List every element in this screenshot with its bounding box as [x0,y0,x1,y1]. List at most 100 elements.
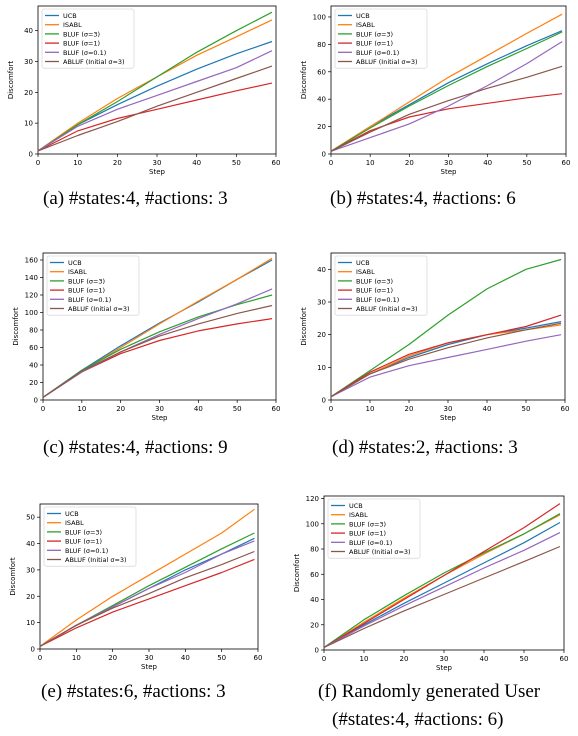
x-tick-label: 0 [36,159,40,167]
legend-label: ISABL [65,519,84,527]
y-tick-label: 60 [310,571,319,579]
legend-label: BLUF (σ=3) [65,528,102,536]
series-line-3 [330,31,563,152]
x-axis-label: Step [152,414,168,422]
chart-panel-4: 0 10 20 30 40 50 60 0 10 20 30 40 Step Discomfort UCBI… [300,252,570,422]
x-tick-label: 60 [254,654,263,662]
x-tick-label: 0 [38,654,42,662]
y-tick-label: 60 [317,68,326,76]
y-axis-label: Discomfort [7,61,15,100]
legend-box [41,8,135,69]
y-tick-label: 0 [322,151,326,159]
series-line-5 [42,288,273,398]
y-tick-label: 20 [29,379,38,387]
legend-label: ISABL [356,21,375,29]
x-tick-label: 60 [561,405,570,413]
y-tick-label: 20 [310,621,319,629]
series-line-5 [323,532,561,649]
y-tick-label: 40 [29,362,38,370]
x-tick-label: 40 [192,159,201,167]
x-tick-label: 10 [73,159,82,167]
legend-label: BLUF (σ=0.1) [68,296,111,304]
series-line-5 [330,334,562,398]
legend-label: UCB [356,12,370,20]
series-line-4 [37,82,273,152]
legend-label: BLUF (σ=1) [356,287,393,295]
legend-label: BLUF (σ=1) [68,287,105,295]
legend-label: BLUF (σ=1) [349,530,386,538]
y-axis-label: Discomfort [9,557,17,596]
y-tick-label: 40 [26,540,35,548]
legend-label: BLUF (σ=1) [65,538,102,546]
y-tick-label: 120 [306,495,319,503]
series-line-1 [323,521,561,649]
legend-label: BLUF (σ=0.1) [356,49,399,57]
legend-box [327,498,421,559]
series-line-5 [330,41,563,152]
y-tick-label: 0 [322,397,326,405]
chart-panel-1: 0 10 20 30 40 50 60 0 10 20 30 40 Step Discomfort UCBI… [7,5,281,176]
y-tick-label: 30 [24,58,33,66]
legend-label: UCB [356,259,370,267]
legend-label: ABLUF (Initial σ=3) [356,305,418,313]
legend-label: ABLUF (Initial σ=3) [65,556,127,564]
series-line-1 [330,321,562,398]
y-tick-label: 0 [29,151,33,159]
x-tick-label: 30 [145,654,154,662]
series-line-4 [330,314,562,398]
x-tick-label: 40 [480,655,489,663]
x-tick-label: 0 [322,655,326,663]
series-line-4 [323,503,561,649]
x-tick-label: 50 [233,405,242,413]
y-tick-label: 140 [25,274,38,282]
x-tick-label: 20 [405,405,414,413]
y-axis-label: Discomfort [300,307,308,346]
y-tick-label: 80 [310,546,319,554]
x-tick-label: 50 [520,655,529,663]
x-axis-label: Step [440,414,456,422]
y-axis-label: Discomfort [12,307,20,346]
x-tick-label: 30 [155,405,164,413]
x-tick-label: 40 [483,159,492,167]
y-tick-label: 10 [26,619,35,627]
legend-label: UCB [63,12,77,20]
series-line-6 [42,304,273,398]
y-tick-label: 160 [25,257,38,265]
legend-label: BLUF (σ=1) [63,40,100,48]
y-tick-label: 10 [317,364,326,372]
y-tick-label: 80 [317,41,326,49]
x-tick-label: 10 [366,405,375,413]
x-tick-label: 10 [72,654,81,662]
x-tick-label: 50 [232,159,241,167]
x-axis-label: Step [141,663,157,671]
x-tick-label: 40 [483,405,492,413]
x-tick-label: 10 [77,405,86,413]
x-tick-label: 60 [272,159,281,167]
x-tick-label: 50 [217,654,226,662]
x-tick-label: 30 [440,655,449,663]
x-tick-label: 20 [108,654,117,662]
y-tick-label: 10 [24,120,33,128]
x-tick-label: 20 [116,405,125,413]
x-axis-label: Step [149,168,165,176]
caption-2: (b) #states:4, #actions: 6 [330,188,516,209]
x-tick-label: 40 [194,405,203,413]
y-tick-label: 100 [313,13,326,21]
caption-3: (c) #states:4, #actions: 9 [43,437,228,458]
legend-label: BLUF (σ=0.1) [349,539,392,547]
y-tick-label: 50 [26,514,35,522]
y-tick-label: 0 [34,397,38,405]
series-line-4 [330,93,563,152]
chart-panel-5: 0 10 20 30 40 50 60 0 10 20 30 40 50 Step Discomfort UC… [9,503,263,671]
legend-label: BLUF (σ=0.1) [65,547,108,555]
series-line-6 [330,322,562,398]
x-tick-label: 50 [522,405,531,413]
legend-label: ISABL [356,268,375,276]
legend-label: BLUF (σ=0.1) [356,296,399,304]
series-line-5 [37,50,273,152]
x-tick-label: 30 [444,405,453,413]
chart-panel-2: 0 10 20 30 40 50 60 0 20 40 60 80 100 Step Discomfort U… [300,5,571,176]
caption-4: (d) #states:2, #actions: 3 [332,437,518,458]
x-tick-label: 60 [562,159,571,167]
series-line-6 [39,550,255,647]
